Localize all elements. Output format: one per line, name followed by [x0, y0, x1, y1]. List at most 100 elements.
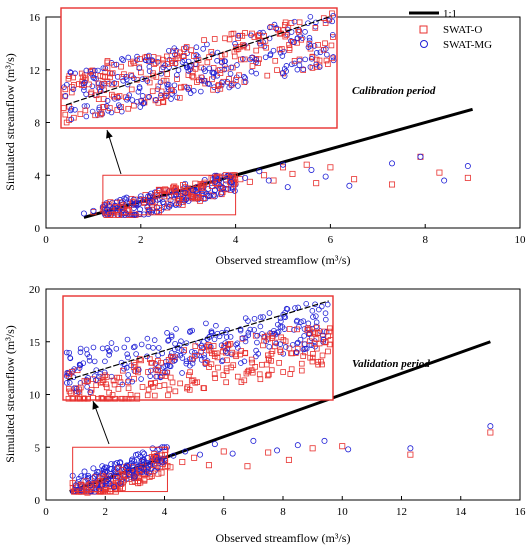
calibration-swat-o-inset-point	[98, 110, 105, 117]
calibration-swat-o-cloud-point	[200, 194, 207, 201]
validation-swat-mg-inset-point	[208, 328, 215, 335]
calibration-swat-o-inset-point	[118, 63, 124, 70]
validation-swat-mg-inset-point	[323, 329, 330, 335]
calibration-swat-o-inset-point	[82, 107, 89, 114]
calibration-swat-o-inset-point	[217, 70, 224, 77]
calibration-swat-o-point	[351, 176, 358, 183]
validation-swat-mg-point	[250, 437, 257, 444]
calibration-swat-o-cloud-point	[155, 186, 162, 193]
calibration-swat-mg-inset-point	[204, 41, 210, 48]
calibration-swat-mg-inset-point	[294, 35, 301, 42]
calibration-swat-mg-inset-point	[103, 103, 110, 109]
calibration-swat-mg-inset-point	[210, 74, 217, 80]
validation-swat-o-inset-point	[145, 386, 152, 393]
calibration-swat-mg-inset-point	[172, 51, 178, 58]
validation-swat-o-inset-point	[198, 349, 204, 355]
calibration-swat-o-cloud-point	[197, 184, 204, 191]
legend-swat-mg-swatch	[420, 40, 428, 48]
calibration-swat-mg-cloud-point	[182, 189, 189, 196]
validation-swat-mg-inset-point	[203, 320, 209, 327]
validation-swat-mg-inset-point	[277, 315, 284, 322]
validation-swat-mg-inset-point	[211, 336, 218, 343]
calibration-swat-o-inset-point	[160, 98, 166, 105]
calibration-swat-mg-inset-point	[281, 73, 288, 79]
calibration-swat-mg-inset-point	[104, 97, 111, 104]
calibration-swat-mg-inset-point	[313, 50, 320, 56]
calibration-zoom-inset	[60, 7, 338, 129]
calibration-swat-o-inset-point	[230, 30, 237, 37]
calibration-swat-mg-inset-point	[330, 12, 336, 19]
validation-swat-mg-inset-point	[125, 372, 131, 378]
validation-swat-o-inset-point	[315, 361, 321, 368]
validation-swat-o-inset-point	[127, 391, 134, 398]
calibration-swat-mg-inset-point	[160, 64, 167, 71]
calibration-swat-mg-inset-point	[166, 47, 172, 54]
calibration-swat-mg-inset-point	[214, 49, 221, 56]
validation-swat-mg-inset-point	[293, 349, 300, 356]
calibration-swat-mg-inset-point	[137, 104, 144, 110]
validation-swat-mg-cloud-point	[125, 467, 132, 474]
validation-swat-mg-inset-point	[282, 309, 288, 316]
calibration-swat-mg-inset-point	[253, 57, 259, 63]
validation-swat-o-inset-point	[321, 328, 327, 335]
calibration-swat-mg-inset-point	[119, 56, 125, 62]
validation-swat-o-inset-point	[139, 384, 146, 390]
calibration-swat-mg-inset-point	[210, 69, 217, 76]
validation-swat-mg-inset-point	[87, 389, 93, 395]
calibration-ticks: 0 2 4 6 8 10 0 4 8 12 16	[29, 12, 526, 246]
validation-swat-mg-inset-point	[318, 303, 325, 310]
calibration-swat-mg-inset-point	[139, 76, 146, 83]
validation-swat-mg-inset-point	[273, 340, 280, 347]
calibration-swat-mg-inset-point	[68, 105, 75, 112]
validation-swat-o-inset-point	[310, 329, 317, 336]
calibration-swat-o-inset-point	[160, 56, 166, 63]
validation-swat-o-cloud-point	[119, 467, 126, 474]
validation-swat-mg-point	[294, 442, 301, 449]
validation-swat-mg-inset-point	[300, 346, 307, 353]
calibration-swat-mg-inset-point	[72, 70, 78, 77]
calibration-swat-o-inset-point	[329, 55, 335, 62]
calibration-swat-mg-cloud-point	[137, 206, 144, 213]
calibration-swat-mg-inset-point	[330, 54, 337, 60]
validation-swat-o-inset-point	[234, 373, 241, 380]
calibration-swat-o-inset-point	[279, 46, 285, 52]
validation-swat-o-inset-point	[125, 379, 131, 386]
calibration-swat-o-cloud-point	[130, 199, 137, 206]
calibration-swat-mg-inset-point	[182, 44, 189, 51]
validation-swat-o-inset-point	[326, 328, 333, 335]
calibration-swat-mg-inset-point	[98, 84, 105, 90]
calibration-swat-mg-inset-point	[183, 61, 189, 68]
validation-swat-mg-inset-point	[224, 326, 230, 333]
calibration-swat-mg-inset-point	[270, 47, 277, 54]
validation-swat-mg-inset-point	[306, 331, 312, 337]
validation-swat-o-inset-point	[65, 395, 72, 402]
validation-swat-mg-cloud-point	[156, 446, 163, 453]
validation-swat-mg-inset-point	[77, 349, 84, 355]
calibration-swat-o-inset-point	[65, 75, 72, 82]
validation-swat-mg-inset-point	[65, 370, 72, 376]
calibration-swat-o-inset-point	[283, 32, 290, 38]
calibration-swat-mg-inset-point	[194, 53, 201, 60]
validation-swat-o-inset-point	[106, 389, 112, 396]
calibration-swat-mg-point	[464, 163, 471, 170]
calibration-swat-mg-point	[346, 182, 353, 189]
calibration-swat-o-inset-point	[92, 112, 98, 119]
validation-swat-o-inset-point	[206, 364, 212, 370]
validation-swat-mg-inset-point	[145, 343, 152, 350]
calibration-swat-o-cloud-point	[153, 192, 160, 199]
validation-swat-o-inset-point	[261, 334, 268, 340]
calibration-swat-mg-point	[265, 177, 272, 184]
validation-swat-mg-inset-point	[165, 338, 171, 344]
validation-swat-o-inset-point	[148, 380, 154, 387]
validation-swat-mg-inset-point	[227, 334, 234, 340]
calibration-swat-mg-inset-point	[174, 94, 180, 101]
calibration-swat-o-inset-point	[116, 93, 123, 99]
validation-swat-mg-inset-point	[313, 313, 319, 319]
calibration-swat-mg-inset-point	[296, 57, 303, 64]
validation-swat-o-cloud-point	[101, 487, 108, 494]
validation-swat-mg-inset-point	[108, 340, 115, 346]
validation-swat-o-inset-point	[314, 345, 320, 352]
validation-swat-mg-inset-point	[76, 365, 83, 371]
calibration-swat-mg-cloud-point	[149, 198, 156, 205]
calibration-swat-o-inset-point	[320, 47, 327, 53]
